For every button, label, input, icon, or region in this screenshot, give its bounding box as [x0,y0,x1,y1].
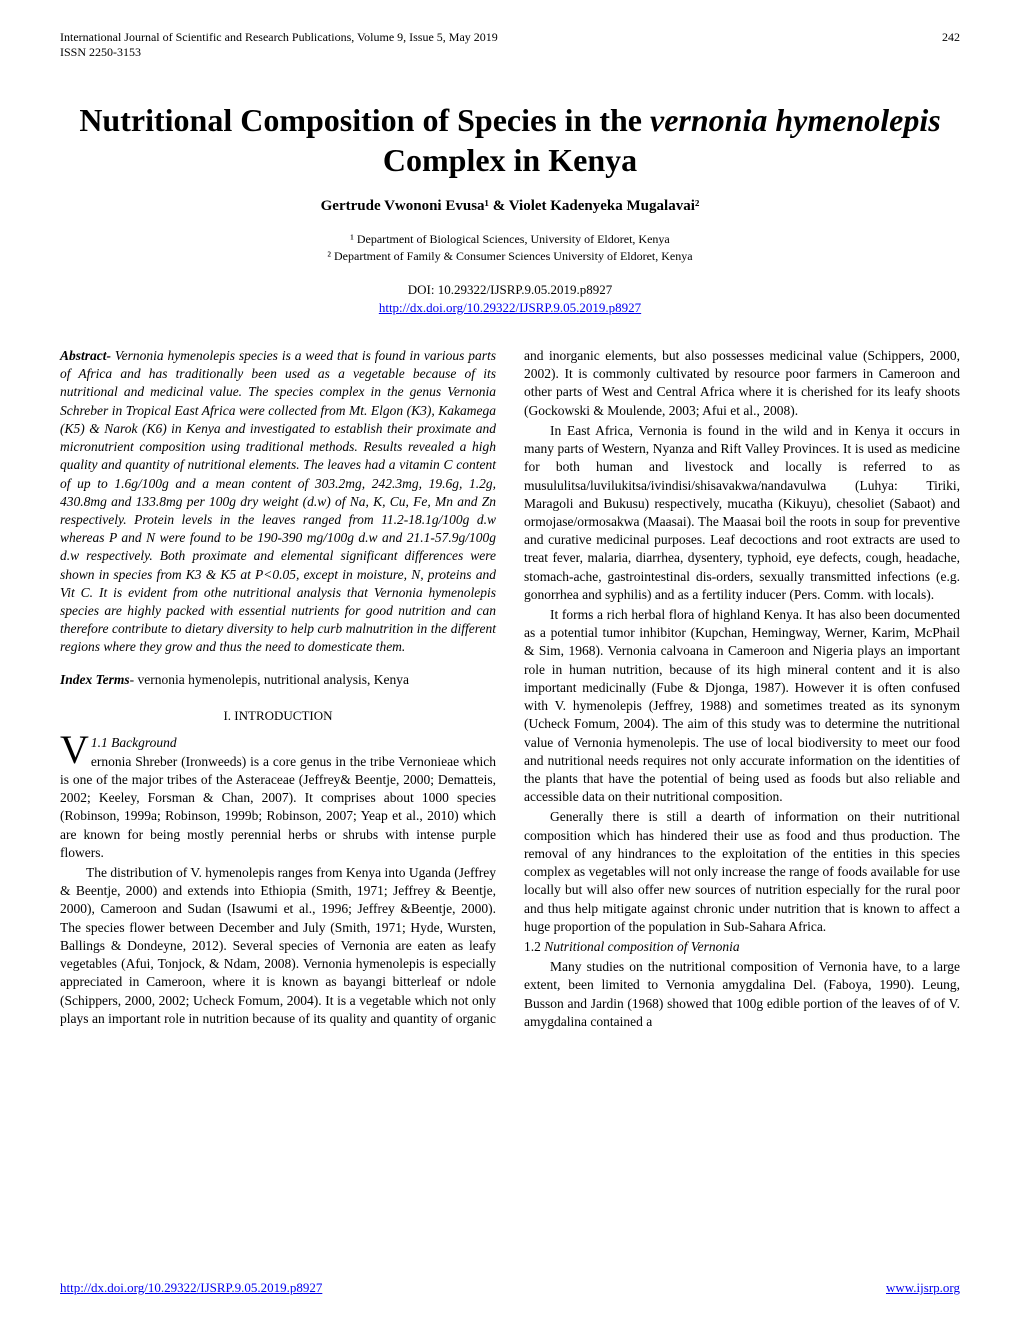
intro-paragraph-5: Generally there is still a dearth of inf… [524,808,960,936]
title-italic: vernonia hymenolepis [650,102,941,138]
page-number: 242 [942,30,960,60]
abstract: Abstract- Vernonia hymenolepis species i… [60,347,496,657]
intro-paragraph-3: In East Africa, Vernonia is found in the… [524,422,960,604]
title-part2: Complex in Kenya [383,142,637,178]
dropcap-v: V [60,734,91,766]
index-terms: Index Terms- vernonia hymenolepis, nutri… [60,671,496,689]
section-introduction: I. INTRODUCTION [60,707,496,725]
issn-line: ISSN 2250-3153 [60,45,498,60]
affiliation-1: ¹ Department of Biological Sciences, Uni… [60,231,960,248]
subsection-1-2-prefix: 1.2 [524,939,544,954]
intro-paragraph-6: Many studies on the nutritional composit… [524,958,960,1031]
body-columns: Abstract- Vernonia hymenolepis species i… [60,347,960,1031]
subsection-1-2: 1.2 Nutritional composition of Vernonia [524,938,960,956]
journal-line: International Journal of Scientific and … [60,30,498,45]
page-header: International Journal of Scientific and … [60,30,960,60]
abstract-label: Abstract- [60,348,111,363]
index-terms-label: Index Terms [60,672,130,687]
subsection-1-2-title: Nutritional composition of Vernonia [544,939,739,954]
background-label: 1.1 Background [91,735,177,750]
paper-title: Nutritional Composition of Species in th… [60,100,960,180]
index-terms-text: - vernonia hymenolepis, nutritional anal… [130,672,409,687]
footer-doi-link[interactable]: http://dx.doi.org/10.29322/IJSRP.9.05.20… [60,1280,322,1295]
authors: Gertrude Vwononi Evusa¹ & Violet Kadenye… [60,198,960,215]
intro-p1-text: ernonia Shreber (Ironweeds) is a core ge… [60,754,496,860]
affiliation-2: ² Department of Family & Consumer Scienc… [60,248,960,265]
title-part1: Nutritional Composition of Species in th… [79,102,650,138]
intro-paragraph-4: It forms a rich herbal flora of highland… [524,606,960,806]
page-footer: http://dx.doi.org/10.29322/IJSRP.9.05.20… [60,1280,960,1296]
affiliations: ¹ Department of Biological Sciences, Uni… [60,231,960,265]
abstract-text: Vernonia hymenolepis species is a weed t… [60,348,496,655]
intro-paragraph-1: V1.1 Background ernonia Shreber (Ironwee… [60,734,496,862]
doi-link[interactable]: http://dx.doi.org/10.29322/IJSRP.9.05.20… [379,300,641,315]
doi-block: DOI: 10.29322/IJSRP.9.05.2019.p8927 http… [60,281,960,317]
doi-text: DOI: 10.29322/IJSRP.9.05.2019.p8927 [60,281,960,299]
footer-site-link[interactable]: www.ijsrp.org [886,1280,960,1295]
